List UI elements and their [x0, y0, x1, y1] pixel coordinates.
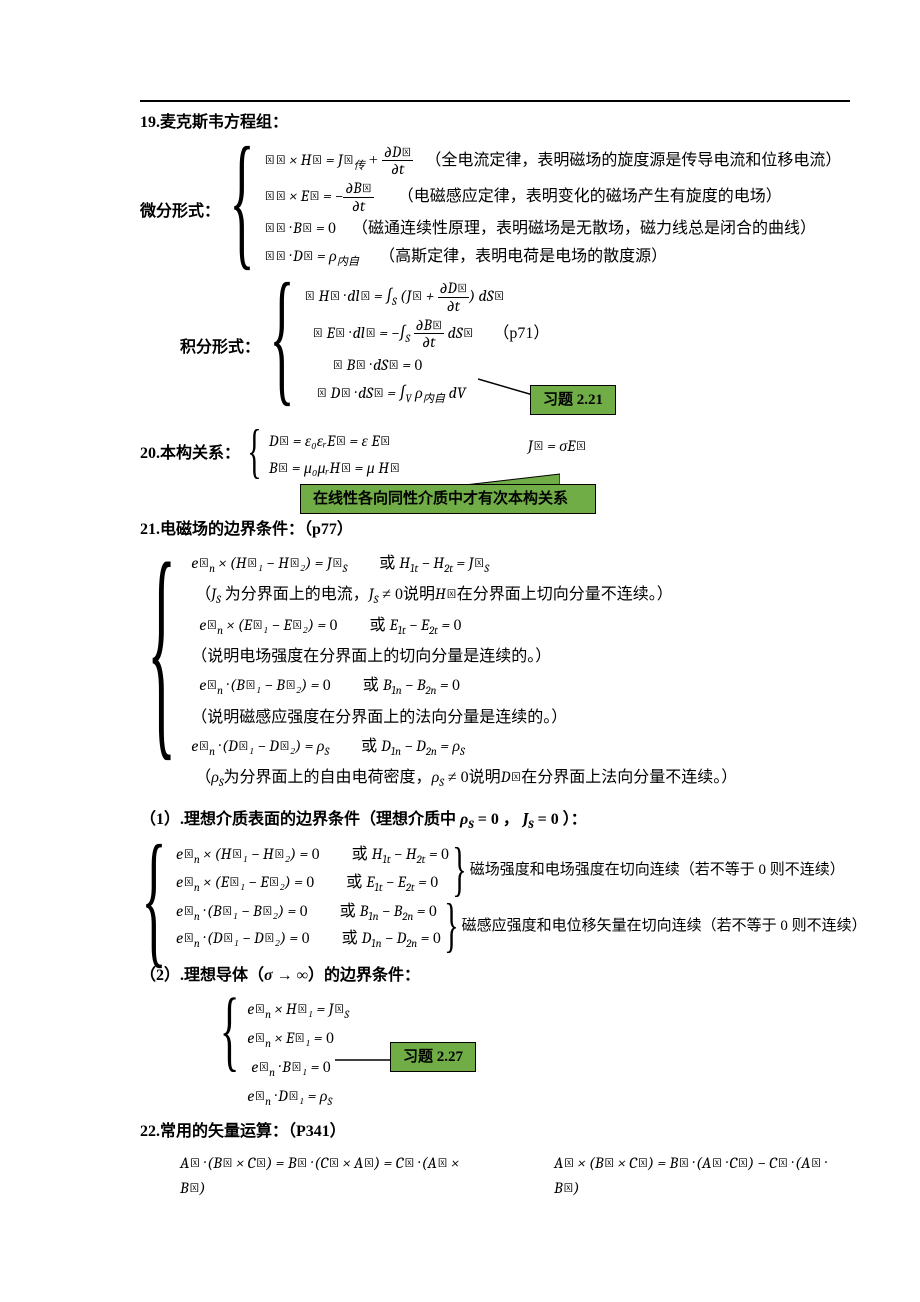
- eq19-d3: ∇⃗ · B⃗ = 0 （磁通连续性原理，表明磁场是无散场，磁力线总是闭合的曲线…: [264, 216, 841, 242]
- eq19-i2-note: （p71）: [493, 325, 549, 342]
- eq19-d2: ∇⃗ × E⃗ = −∂B⃗∂t （电磁感应定律，表明变化的磁场产生有旋度的电场…: [264, 180, 841, 214]
- brace-left: {: [220, 997, 239, 1065]
- eq20-l2: B⃗ = μ₀μᵣH⃗ = μ H⃗: [269, 456, 400, 482]
- brace-right: {: [452, 847, 466, 892]
- s21-sub1-n1: 磁场强度和电场强度在切向连续（若不等于 0 则不连续）: [470, 858, 845, 882]
- eq21-l3n: （说明磁感应强度在分界面上的法向分量是连续的。）: [191, 705, 737, 731]
- eq21-sub2: { e⃗n × H⃗₁ = J⃗S e⃗n × E⃗₁ = 0 e⃗n · B⃗…: [140, 997, 850, 1111]
- section-22-title: 22.常用的矢量运算：（P341）: [140, 1119, 850, 1145]
- eq21s1-l4: e⃗n · (D⃗₁ − D⃗₂) = 0 或 D1n − D2n = 0: [176, 926, 441, 953]
- eq19-d4: ∇⃗ · D⃗ = ρ内自 （高斯定律，表明电荷是电场的散度源）: [264, 244, 841, 272]
- eq21s1-l3: e⃗n · (B⃗₁ − B⃗₂) = 0 或 B1n − B2n = 0: [176, 899, 441, 926]
- eq20: 20.本构关系： { D⃗ = ε₀εᵣE⃗ = ε E⃗ B⃗ = μ₀μᵣH…: [140, 429, 850, 482]
- diff-label: 微分形式：: [140, 144, 220, 225]
- s20-title: 20.本构关系：: [140, 429, 240, 467]
- eq20-l1: D⃗ = ε₀εᵣE⃗ = ε E⃗: [269, 429, 400, 455]
- eq21-l1n: （JS 为分界面上的电流，JS ≠ 0说明H⃗在分界面上切向分量不连续。）: [191, 582, 737, 609]
- brace-right: {: [444, 903, 458, 948]
- eq21s2-l3: e⃗n · B⃗₁ = 0: [247, 1055, 349, 1082]
- brace-left: {: [247, 429, 261, 474]
- brace-left: {: [147, 551, 176, 743]
- eq19-d4-note: （高斯定律，表明电荷是电场的散度源）: [379, 248, 667, 265]
- s21-sub2-title: （2）.理想导体（σ → ∞）的边界条件：: [140, 963, 850, 989]
- eq19-integral: 积分形式： { ∮ H⃗ · dl⃗ = ∫S (J⃗ + ∂D⃗∂t) dS⃗…: [140, 280, 850, 409]
- callout-arrow-20: [430, 439, 560, 489]
- eq21s2-l1: e⃗n × H⃗₁ = J⃗S: [247, 997, 349, 1024]
- top-rule: [140, 100, 850, 102]
- eq21-main: { e⃗n × (H⃗₁ − H⃗₂) = J⃗S 或 H1t − H2t = …: [140, 551, 850, 793]
- eq19-d3-note: （磁通连续性原理，表明磁场是无散场，磁力线总是闭合的曲线）: [352, 220, 816, 237]
- eq22-l1: A⃗ · (B⃗ × C⃗) = B⃗ · (C⃗ × A⃗) = C⃗ · (…: [180, 1151, 484, 1202]
- brace-left: {: [229, 144, 254, 257]
- brace-left: {: [269, 280, 294, 393]
- eq21-l4n: （ρS为分界面上的自由电荷密度，ρS ≠ 0说明D⃗在分界面上法向分量不连续。）: [191, 765, 737, 792]
- eq22-l2: A⃗ × (B⃗ × C⃗) = B⃗ · (A⃗ · C⃗) − C⃗ · (…: [554, 1151, 850, 1202]
- callout-constitutive: 在线性各向同性介质中才有次本构关系: [300, 484, 596, 514]
- int-label: 积分形式：: [180, 280, 260, 361]
- callout-ex-227: 习题 2.27: [390, 1042, 476, 1072]
- eq21s1-l1: e⃗n × (H⃗₁ − H⃗₂) = 0 或 H1t − H2t = 0: [176, 842, 449, 869]
- eq21-sub1: { e⃗n × (H⃗₁ − H⃗₂) = 0 或 H1t − H2t = 0 …: [140, 842, 850, 955]
- eq19-d1-note: （全电流定律，表明磁场的旋度源是传导电流和位移电流）: [425, 151, 841, 168]
- page-content: 19.麦克斯韦方程组： 微分形式： { ∇⃗ × H⃗ = J⃗传 + ∂D⃗∂…: [0, 0, 920, 1242]
- eq21s2-l4: e⃗n · D⃗₁ = ρS: [247, 1084, 349, 1111]
- s21-sub1-title: （1）.理想介质表面的边界条件（理想介质中 ρS = 0 ， JS = 0 ）：: [140, 807, 850, 834]
- eq21-l2: e⃗n × (E⃗₁ − E⃗₂) = 0 或 E1t − E2t = 0: [191, 613, 737, 640]
- eq19-d1: ∇⃗ × H⃗ = J⃗传 + ∂D⃗∂t （全电流定律，表明磁场的旋度源是传导…: [264, 144, 841, 178]
- brace-left: {: [141, 842, 166, 955]
- callout-ex-221: 习题 2.21: [530, 385, 616, 415]
- callout-connector-2: [335, 1052, 395, 1072]
- eq22: A⃗ · (B⃗ × C⃗) = B⃗ · (C⃗ × A⃗) = C⃗ · (…: [180, 1151, 850, 1202]
- eq21s1-l2: e⃗n × (E⃗₁ − E⃗₂) = 0 或 E1t − E2t = 0: [176, 870, 449, 897]
- eq21-l3: e⃗n · (B⃗₁ − B⃗₂) = 0 或 B1n − B2n = 0: [191, 673, 737, 700]
- section-21-title: 21.电磁场的边界条件：（p77）: [140, 517, 850, 543]
- eq19-differential: 微分形式： { ∇⃗ × H⃗ = J⃗传 + ∂D⃗∂t （全电流定律，表明磁…: [140, 144, 850, 273]
- eq19-d2-note: （电磁感应定律，表明变化的磁场产生有旋度的电场）: [398, 188, 782, 205]
- eq21-l1: e⃗n × (H⃗₁ − H⃗₂) = J⃗S 或 H1t − H2t = J⃗…: [191, 551, 737, 578]
- s21-sub1-n2: 磁感应强度和电位移矢量在切向连续（若不等于 0 则不连续）: [462, 914, 867, 938]
- eq21-l2n: （说明电场强度在分界面上的切向分量是连续的。）: [191, 644, 737, 670]
- eq21s2-l2: e⃗n × E⃗₁ = 0: [247, 1026, 349, 1053]
- eq21-l4: e⃗n · (D⃗₁ − D⃗₂) = ρS 或 D1n − D2n = ρS: [191, 734, 737, 761]
- eq19-i1: ∮ H⃗ · dl⃗ = ∫S (J⃗ + ∂D⃗∂t) dS⃗: [304, 280, 549, 314]
- eq19-i2: ∮ E⃗ · dl⃗ = −∫S ∂B⃗∂t dS⃗ （p71）: [304, 317, 549, 351]
